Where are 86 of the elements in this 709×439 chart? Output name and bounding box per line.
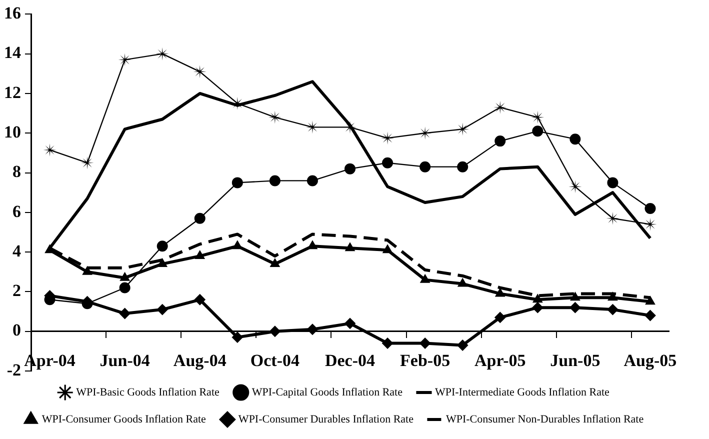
point: [494, 312, 506, 323]
point: [644, 218, 657, 231]
point: [345, 242, 355, 252]
y-tick-label: -2: [6, 360, 21, 380]
point: [381, 132, 394, 145]
y-tick-label: 10: [4, 122, 21, 142]
point: [458, 278, 468, 287]
point: [532, 302, 544, 314]
legend-label: WPI-Capital Goods Inflation Rate: [252, 386, 403, 398]
point: [457, 340, 468, 351]
x-tick-label: Aug-04: [173, 350, 227, 370]
legend-label: WPI-Basic Goods Inflation Rate: [76, 386, 220, 398]
legend-label: WPI-Intermediate Goods Inflation Rate: [434, 386, 610, 398]
legend-label: WPI-Consumer Durables Inflation Rate: [238, 413, 414, 426]
x-tick-label: Jun-05: [550, 350, 600, 370]
y-tick-label: 14: [4, 43, 22, 62]
point: [420, 161, 431, 172]
point: [531, 110, 544, 124]
y-tick-label: 16: [4, 4, 21, 23]
point: [568, 180, 582, 194]
point: [156, 240, 168, 252]
point: [232, 240, 242, 250]
point: [382, 338, 394, 349]
point: [382, 244, 392, 254]
point: [270, 258, 280, 267]
point: [156, 47, 169, 60]
point: [80, 156, 94, 170]
legend-label: WPI-Consumer Non-Durables Inflation Rate: [446, 413, 644, 426]
point: [494, 136, 506, 147]
y-tick-label: 0: [12, 320, 21, 340]
point: [607, 304, 618, 316]
x-tick-label: Apr-05: [474, 350, 526, 370]
point: [268, 110, 282, 124]
point: [120, 272, 130, 281]
point: [532, 294, 542, 303]
point: [269, 175, 280, 186]
point: [232, 332, 243, 343]
point: [570, 134, 581, 145]
x-tick-label: Feb-05: [400, 350, 450, 370]
point: [382, 157, 394, 168]
point: [306, 324, 318, 335]
point: [494, 100, 507, 114]
point: [269, 326, 280, 337]
point: [495, 288, 505, 297]
y-tick-label: 2: [12, 281, 21, 300]
point: [418, 126, 432, 140]
point: [82, 266, 92, 275]
point: [456, 122, 470, 136]
y-tick-label: 12: [4, 82, 21, 102]
x-tick-label: Aug-05: [624, 350, 677, 370]
point: [457, 161, 468, 172]
point: [118, 53, 132, 66]
point: [195, 250, 205, 260]
point: [344, 318, 356, 329]
point: [344, 163, 356, 174]
point: [306, 175, 318, 186]
point: [420, 274, 430, 283]
legend-label: WPI-Consumer Goods Inflation Rate: [42, 413, 206, 426]
x-tick-label: Oct-04: [250, 350, 300, 370]
point: [158, 258, 168, 267]
point: [570, 302, 581, 314]
point: [570, 292, 580, 301]
point: [119, 282, 130, 294]
point: [194, 294, 206, 306]
point: [645, 296, 656, 305]
point: [82, 298, 93, 310]
point: [532, 126, 544, 137]
point: [43, 143, 56, 156]
point: [193, 65, 206, 78]
y-tick-label: 8: [12, 162, 21, 182]
point: [194, 212, 206, 224]
y-tick-label: 4: [12, 241, 22, 260]
point: [606, 212, 620, 225]
x-tick-label: Dec-04: [324, 350, 376, 370]
y-tick-label: 6: [12, 202, 21, 221]
point: [644, 310, 656, 321]
point: [608, 292, 618, 301]
point: [156, 304, 168, 316]
point: [308, 240, 318, 250]
x-tick-label: Jun-04: [100, 350, 150, 370]
point: [232, 177, 243, 188]
point: [607, 177, 618, 188]
point: [420, 338, 431, 349]
point: [119, 308, 130, 320]
point: [306, 120, 319, 134]
point: [644, 202, 656, 214]
